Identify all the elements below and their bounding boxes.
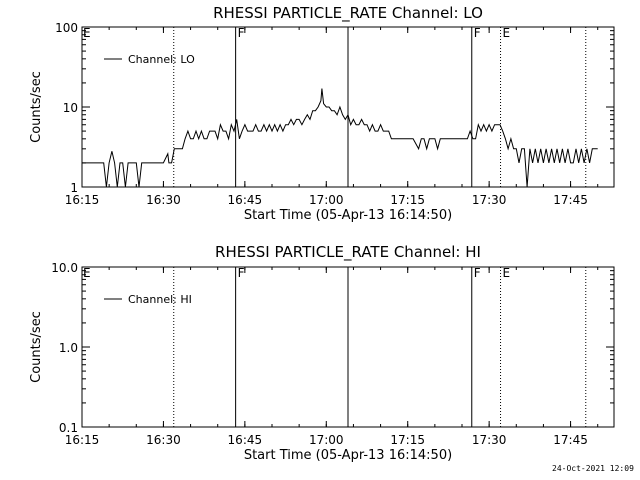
event-marker-label: E bbox=[503, 266, 511, 280]
event-marker-label: F bbox=[238, 26, 245, 40]
y-axis-label: Counts/sec bbox=[29, 311, 44, 383]
x-tick-label: 16:30 bbox=[146, 433, 181, 447]
edge-label: E bbox=[83, 266, 91, 280]
y-tick-label: 1 bbox=[70, 181, 78, 195]
event-marker-label: E bbox=[503, 26, 511, 40]
event-marker-label: F bbox=[474, 26, 481, 40]
legend-label: Channel: LO bbox=[128, 53, 195, 66]
legend-label: Channel: HI bbox=[128, 293, 192, 306]
series-line bbox=[82, 88, 598, 188]
x-tick-label: 17:45 bbox=[553, 433, 588, 447]
x-axis-label: Start Time (05-Apr-13 16:14:50) bbox=[244, 208, 452, 223]
y-tick-label: 10.0 bbox=[51, 261, 78, 275]
x-tick-label: 16:45 bbox=[228, 193, 263, 207]
x-tick-label: 16:15 bbox=[65, 193, 100, 207]
x-tick-label: 17:30 bbox=[472, 193, 507, 207]
edge-label: E bbox=[83, 26, 91, 40]
x-tick-label: 17:15 bbox=[390, 433, 425, 447]
x-tick-label: 17:00 bbox=[309, 193, 344, 207]
x-tick-label: 17:45 bbox=[553, 193, 588, 207]
x-tick-label: 17:00 bbox=[309, 433, 344, 447]
x-tick-label: 16:30 bbox=[146, 193, 181, 207]
footer-date-stamp: 24-Oct-2021 12:09 bbox=[552, 464, 634, 473]
y-tick-label: 0.1 bbox=[59, 421, 78, 435]
y-axis-label: Counts/sec bbox=[29, 71, 44, 143]
chart-title: RHESSI PARTICLE_RATE Channel: LO bbox=[213, 4, 483, 23]
y-tick-label: 10 bbox=[63, 101, 78, 115]
event-marker-label: F bbox=[238, 266, 245, 280]
x-tick-label: 16:15 bbox=[65, 433, 100, 447]
chart-panel-2: RHESSI PARTICLE_RATE Channel: HI 16:15 16:… bbox=[29, 243, 615, 463]
chart-panel-1: RHESSI PARTICLE_RATE Channel: LO 16:15 16:… bbox=[29, 4, 615, 223]
x-tick-label: 16:45 bbox=[228, 433, 263, 447]
y-tick-label: 1.0 bbox=[59, 341, 78, 355]
chart-title: RHESSI PARTICLE_RATE Channel: HI bbox=[215, 243, 481, 262]
y-tick-label: 100 bbox=[55, 21, 78, 35]
x-axis-label: Start Time (05-Apr-13 16:14:50) bbox=[244, 448, 452, 463]
event-marker-label: F bbox=[474, 266, 481, 280]
x-tick-label: 17:15 bbox=[390, 193, 425, 207]
x-tick-label: 17:30 bbox=[472, 433, 507, 447]
